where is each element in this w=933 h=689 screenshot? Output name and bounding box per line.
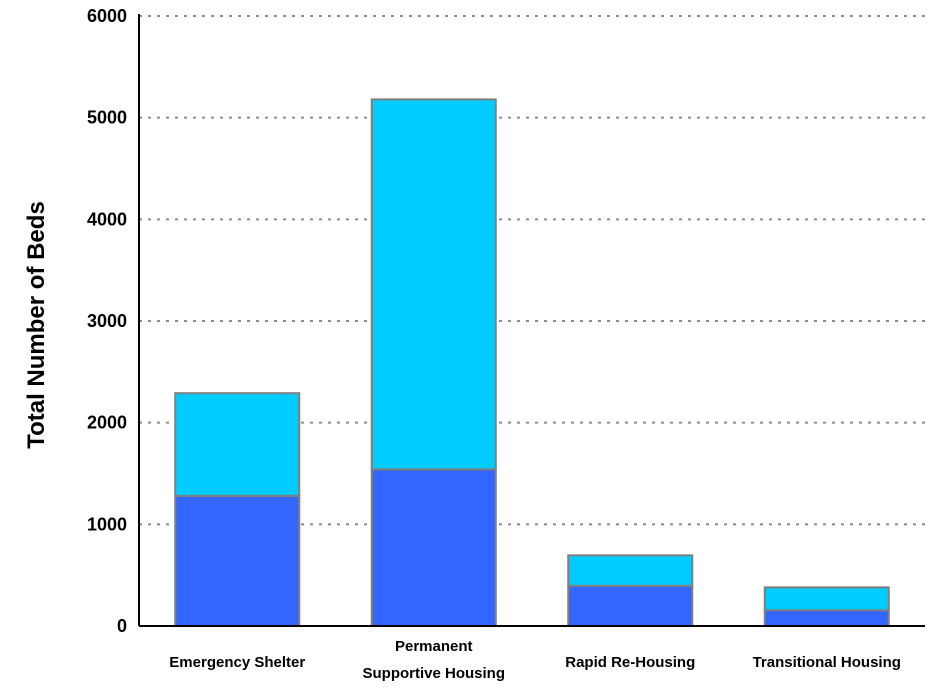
x-category-label: Emergency Shelter xyxy=(169,654,305,671)
bar-segment xyxy=(567,554,694,587)
y-axis-title: Total Number of Beds xyxy=(23,201,50,449)
bars xyxy=(174,98,890,628)
x-category-label: Supportive Housing xyxy=(363,665,506,682)
bar-segment xyxy=(763,609,890,627)
x-category-label: Rapid Re-Housing xyxy=(565,654,695,671)
y-tick-label: 5000 xyxy=(87,108,127,128)
x-category-label: Transitional Housing xyxy=(753,654,901,671)
y-tick-labels: 0 1000 2000 3000 4000 5000 6000 xyxy=(87,6,127,636)
bar-segment xyxy=(174,494,301,627)
y-tick-label: 0 xyxy=(117,616,127,636)
bar-segment xyxy=(567,584,694,628)
y-tick-label: 4000 xyxy=(87,209,127,229)
y-tick-label: 2000 xyxy=(87,413,127,433)
x-category-label: Permanent xyxy=(395,638,473,655)
y-tick-label: 6000 xyxy=(87,6,127,26)
bar-segment xyxy=(370,98,497,471)
y-tick-label: 3000 xyxy=(87,311,127,331)
bar-segment xyxy=(174,392,301,497)
x-category-labels: Emergency Shelter Permanent Supportive Hou… xyxy=(169,638,901,682)
bar-segment xyxy=(370,468,497,627)
bar-segment xyxy=(763,586,890,612)
y-tick-label: 1000 xyxy=(87,514,127,534)
